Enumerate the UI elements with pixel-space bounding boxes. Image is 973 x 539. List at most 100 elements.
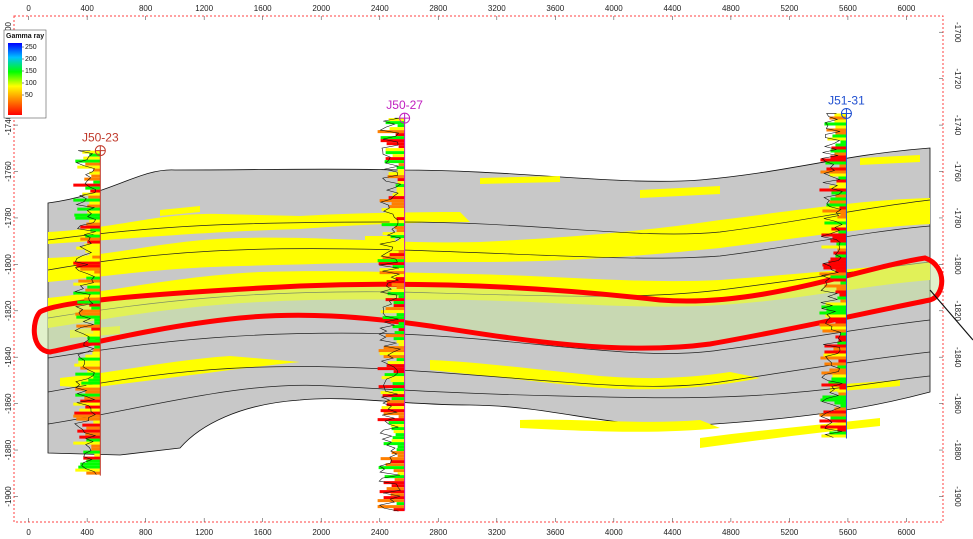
log-sample bbox=[837, 296, 847, 300]
log-sample bbox=[84, 396, 101, 400]
log-sample bbox=[388, 172, 405, 176]
log-sample bbox=[78, 258, 101, 262]
x-tick-label-bottom: 400 bbox=[80, 528, 94, 537]
x-tick-label-top: 6000 bbox=[898, 4, 916, 13]
log-sample bbox=[822, 209, 847, 213]
log-sample bbox=[73, 402, 101, 406]
y-tick-label-right: -1740 bbox=[953, 115, 962, 136]
log-sample bbox=[821, 383, 847, 387]
log-sample bbox=[384, 319, 405, 323]
log-sample bbox=[835, 269, 847, 273]
well-j50-27[interactable]: J50-27 bbox=[377, 98, 424, 512]
log-sample bbox=[384, 373, 405, 377]
x-tick-label-top: 4800 bbox=[722, 4, 740, 13]
y-tick-label-left: -1860 bbox=[4, 393, 13, 414]
x-tick-label-top: 1200 bbox=[195, 4, 213, 13]
log-sample bbox=[390, 235, 405, 239]
log-sample bbox=[834, 401, 847, 405]
log-sample bbox=[76, 417, 101, 421]
x-tick-label-top: 3600 bbox=[546, 4, 564, 13]
log-sample bbox=[839, 206, 847, 210]
log-sample bbox=[381, 376, 405, 380]
log-sample bbox=[385, 307, 405, 311]
log-sample bbox=[836, 287, 847, 291]
y-tick-label-right: -1900 bbox=[953, 486, 962, 507]
legend-title: Gamma ray bbox=[6, 33, 44, 40]
log-sample bbox=[75, 312, 101, 316]
log-sample bbox=[837, 215, 847, 219]
log-sample bbox=[820, 224, 847, 228]
log-sample bbox=[73, 291, 101, 295]
x-tick-label-top: 2000 bbox=[312, 4, 330, 13]
log-sample bbox=[381, 208, 405, 212]
log-sample bbox=[823, 353, 847, 357]
log-sample bbox=[830, 416, 847, 420]
log-sample bbox=[386, 403, 405, 407]
log-sample bbox=[379, 199, 405, 203]
log-sample bbox=[388, 118, 405, 122]
log-sample bbox=[392, 388, 405, 392]
log-sample bbox=[73, 441, 101, 445]
log-sample bbox=[389, 220, 405, 224]
x-tick-label-bottom: 4000 bbox=[605, 528, 623, 537]
log-sample bbox=[85, 162, 101, 166]
log-sample bbox=[823, 410, 847, 414]
log-sample bbox=[392, 325, 405, 329]
log-sample bbox=[821, 434, 847, 438]
log-sample bbox=[824, 122, 847, 126]
wells: J50-23 J50-27 J51-31 bbox=[73, 93, 865, 512]
log-sample bbox=[75, 393, 101, 397]
log-sample bbox=[397, 454, 405, 458]
log-sample bbox=[88, 195, 101, 199]
log-sample bbox=[76, 246, 101, 250]
log-sample bbox=[398, 343, 405, 347]
log-sample bbox=[394, 478, 405, 482]
log-sample bbox=[84, 177, 101, 181]
log-sample bbox=[385, 463, 405, 467]
well-j50-23[interactable]: J50-23 bbox=[73, 131, 119, 476]
log-sample bbox=[821, 371, 847, 375]
log-sample bbox=[833, 251, 847, 255]
gamma-ray-curve bbox=[820, 113, 843, 438]
legend-color-ramp bbox=[8, 43, 22, 115]
horizons bbox=[47, 199, 931, 425]
log-sample bbox=[393, 430, 405, 434]
log-sample bbox=[382, 316, 405, 320]
log-sample bbox=[386, 364, 405, 368]
log-sample bbox=[81, 381, 101, 385]
well-name-label: J51-31 bbox=[828, 93, 865, 107]
log-sample bbox=[93, 231, 101, 235]
log-sample bbox=[383, 481, 405, 485]
log-sample bbox=[78, 279, 101, 283]
log-sample bbox=[826, 203, 847, 207]
log-sample bbox=[398, 244, 405, 248]
well-name-label: J50-27 bbox=[386, 98, 423, 112]
log-sample bbox=[829, 116, 847, 120]
log-sample bbox=[80, 462, 101, 466]
log-sample bbox=[82, 423, 101, 427]
well-j51-31[interactable]: J51-31 bbox=[819, 93, 865, 439]
log-sample bbox=[386, 400, 405, 404]
log-sample bbox=[825, 218, 847, 222]
y-tick-label-left: -1780 bbox=[4, 207, 13, 228]
log-sample bbox=[385, 121, 405, 125]
gamma-ray-curve bbox=[378, 117, 402, 512]
log-sample bbox=[80, 267, 101, 271]
log-sample bbox=[395, 277, 405, 281]
x-tick-label-bottom: 4800 bbox=[722, 528, 740, 537]
log-sample bbox=[381, 223, 405, 227]
x-tick-label-top: 0 bbox=[26, 4, 31, 13]
log-sample bbox=[87, 240, 101, 244]
log-sample bbox=[835, 131, 847, 135]
log-sample bbox=[834, 152, 847, 156]
log-sample bbox=[819, 323, 847, 327]
log-sample bbox=[75, 468, 101, 472]
log-sample bbox=[397, 124, 405, 128]
log-sample bbox=[822, 395, 847, 399]
log-sample bbox=[820, 158, 847, 162]
log-sample bbox=[839, 386, 847, 390]
log-sample bbox=[836, 242, 847, 246]
log-sample bbox=[380, 457, 405, 461]
log-sample bbox=[840, 332, 847, 336]
y-tick-label-right: -1820 bbox=[953, 301, 962, 322]
